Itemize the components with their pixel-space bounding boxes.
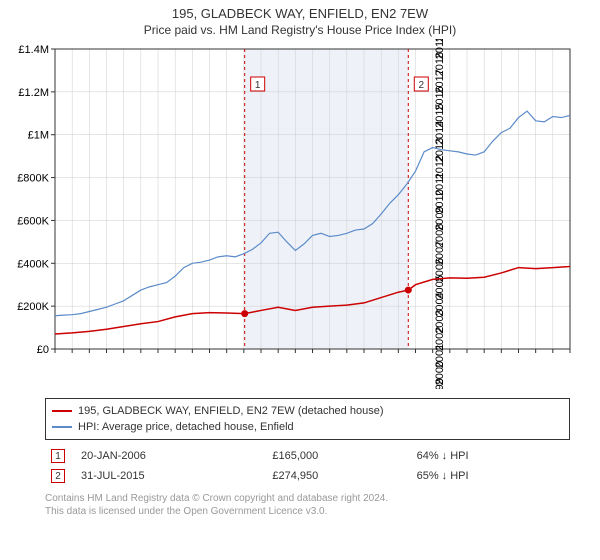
annotation-marker-box: 1	[51, 449, 65, 463]
shaded-region	[245, 49, 409, 349]
annotation-price: £165,000	[266, 446, 410, 466]
marker-number: 2	[419, 80, 425, 91]
annotation-pct: 64% ↓ HPI	[411, 446, 570, 466]
annotation-price: £274,950	[266, 466, 410, 486]
ytick-label: £0	[37, 344, 49, 356]
copyright-line2: This data is licensed under the Open Gov…	[45, 505, 570, 518]
copyright-notice: Contains HM Land Registry data © Crown c…	[45, 492, 570, 518]
legend-swatch	[52, 426, 72, 428]
legend-row: HPI: Average price, detached house, Enfi…	[52, 419, 563, 435]
legend-label: 195, GLADBECK WAY, ENFIELD, EN2 7EW (det…	[78, 403, 384, 419]
xtick-label: 2020	[434, 39, 446, 42]
ytick-label: £800K	[17, 173, 49, 185]
ytick-label: £600K	[17, 215, 49, 227]
copyright-line1: Contains HM Land Registry data © Crown c…	[45, 492, 570, 505]
annotation-date: 31-JUL-2015	[75, 466, 266, 486]
ytick-label: £1M	[28, 130, 49, 142]
legend-swatch	[52, 410, 72, 412]
ytick-label: £1.4M	[18, 44, 49, 56]
legend-row: 195, GLADBECK WAY, ENFIELD, EN2 7EW (det…	[52, 403, 563, 419]
annotation-table: 1 20-JAN-2006£165,00064% ↓ HPI 2 31-JUL-201…	[45, 446, 570, 486]
ytick-label: £200K	[17, 301, 49, 313]
annotation-date: 20-JAN-2006	[75, 446, 266, 466]
ytick-label: £400K	[17, 258, 49, 270]
annotation-pct: 65% ↓ HPI	[411, 466, 570, 486]
chart-title-line2: Price paid vs. HM Land Registry's House …	[0, 23, 600, 37]
legend-label: HPI: Average price, detached house, Enfi…	[78, 419, 294, 435]
annotation-row: 2 31-JUL-2015£274,95065% ↓ HPI	[45, 466, 570, 486]
annotation-row: 1 20-JAN-2006£165,00064% ↓ HPI	[45, 446, 570, 466]
marker-dot	[405, 287, 412, 294]
ytick-label: £1.2M	[18, 87, 49, 99]
annotation-marker-box: 2	[51, 469, 65, 483]
price-chart: £0£200K£400K£600K£800K£1M£1.2M£1.4M19951…	[10, 39, 590, 389]
marker-dot	[241, 310, 248, 317]
chart-title-line1: 195, GLADBECK WAY, ENFIELD, EN2 7EW	[0, 6, 600, 21]
chart-legend: 195, GLADBECK WAY, ENFIELD, EN2 7EW (det…	[45, 398, 570, 440]
marker-number: 1	[255, 80, 261, 91]
